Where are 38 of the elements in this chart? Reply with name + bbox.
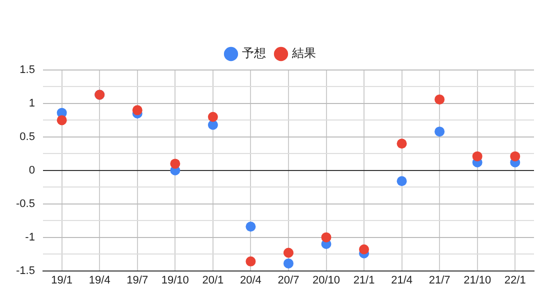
y-tick-label: -1.5 [16, 264, 35, 277]
x-tick-label: 21/1 [353, 274, 375, 286]
x-tick-label: 20/4 [240, 274, 262, 286]
point [246, 256, 256, 266]
legend-label: 予想 [242, 46, 266, 60]
y-tick-label: 0.5 [20, 130, 35, 143]
x-tick-label: 21/7 [428, 274, 450, 286]
point [434, 94, 445, 104]
point [170, 158, 180, 169]
point [283, 248, 294, 258]
point [396, 138, 407, 149]
x-tick-label: 19/10 [161, 274, 189, 286]
point [434, 126, 445, 137]
x-tick-label: 21/4 [391, 274, 413, 286]
x-tick-label: 21/10 [464, 274, 492, 286]
point [246, 222, 256, 232]
legend-label: 結果 [291, 46, 316, 60]
point [359, 244, 370, 254]
x-tick-label: 20/10 [312, 274, 340, 286]
x-tick-label: 19/1 [51, 274, 73, 286]
point [132, 105, 142, 116]
x-tick-label: 20/1 [202, 274, 224, 286]
point [510, 151, 520, 162]
point [283, 258, 294, 268]
y-tick-label: 0 [28, 164, 35, 176]
x-tick-label: 19/7 [126, 274, 148, 286]
y-tick-label: -1 [25, 231, 35, 244]
point [208, 112, 218, 122]
point [321, 232, 332, 242]
x-tick-label: 22/1 [504, 274, 526, 286]
x-tick-label: 20/7 [278, 274, 300, 286]
y-tick-label: -0.5 [16, 198, 35, 210]
y-tick-label: 1 [28, 98, 35, 110]
y-tick-label: 1.5 [20, 64, 35, 76]
x-tick-label: 19/4 [88, 274, 110, 286]
point [472, 151, 482, 162]
point [56, 115, 67, 126]
point [396, 176, 407, 186]
